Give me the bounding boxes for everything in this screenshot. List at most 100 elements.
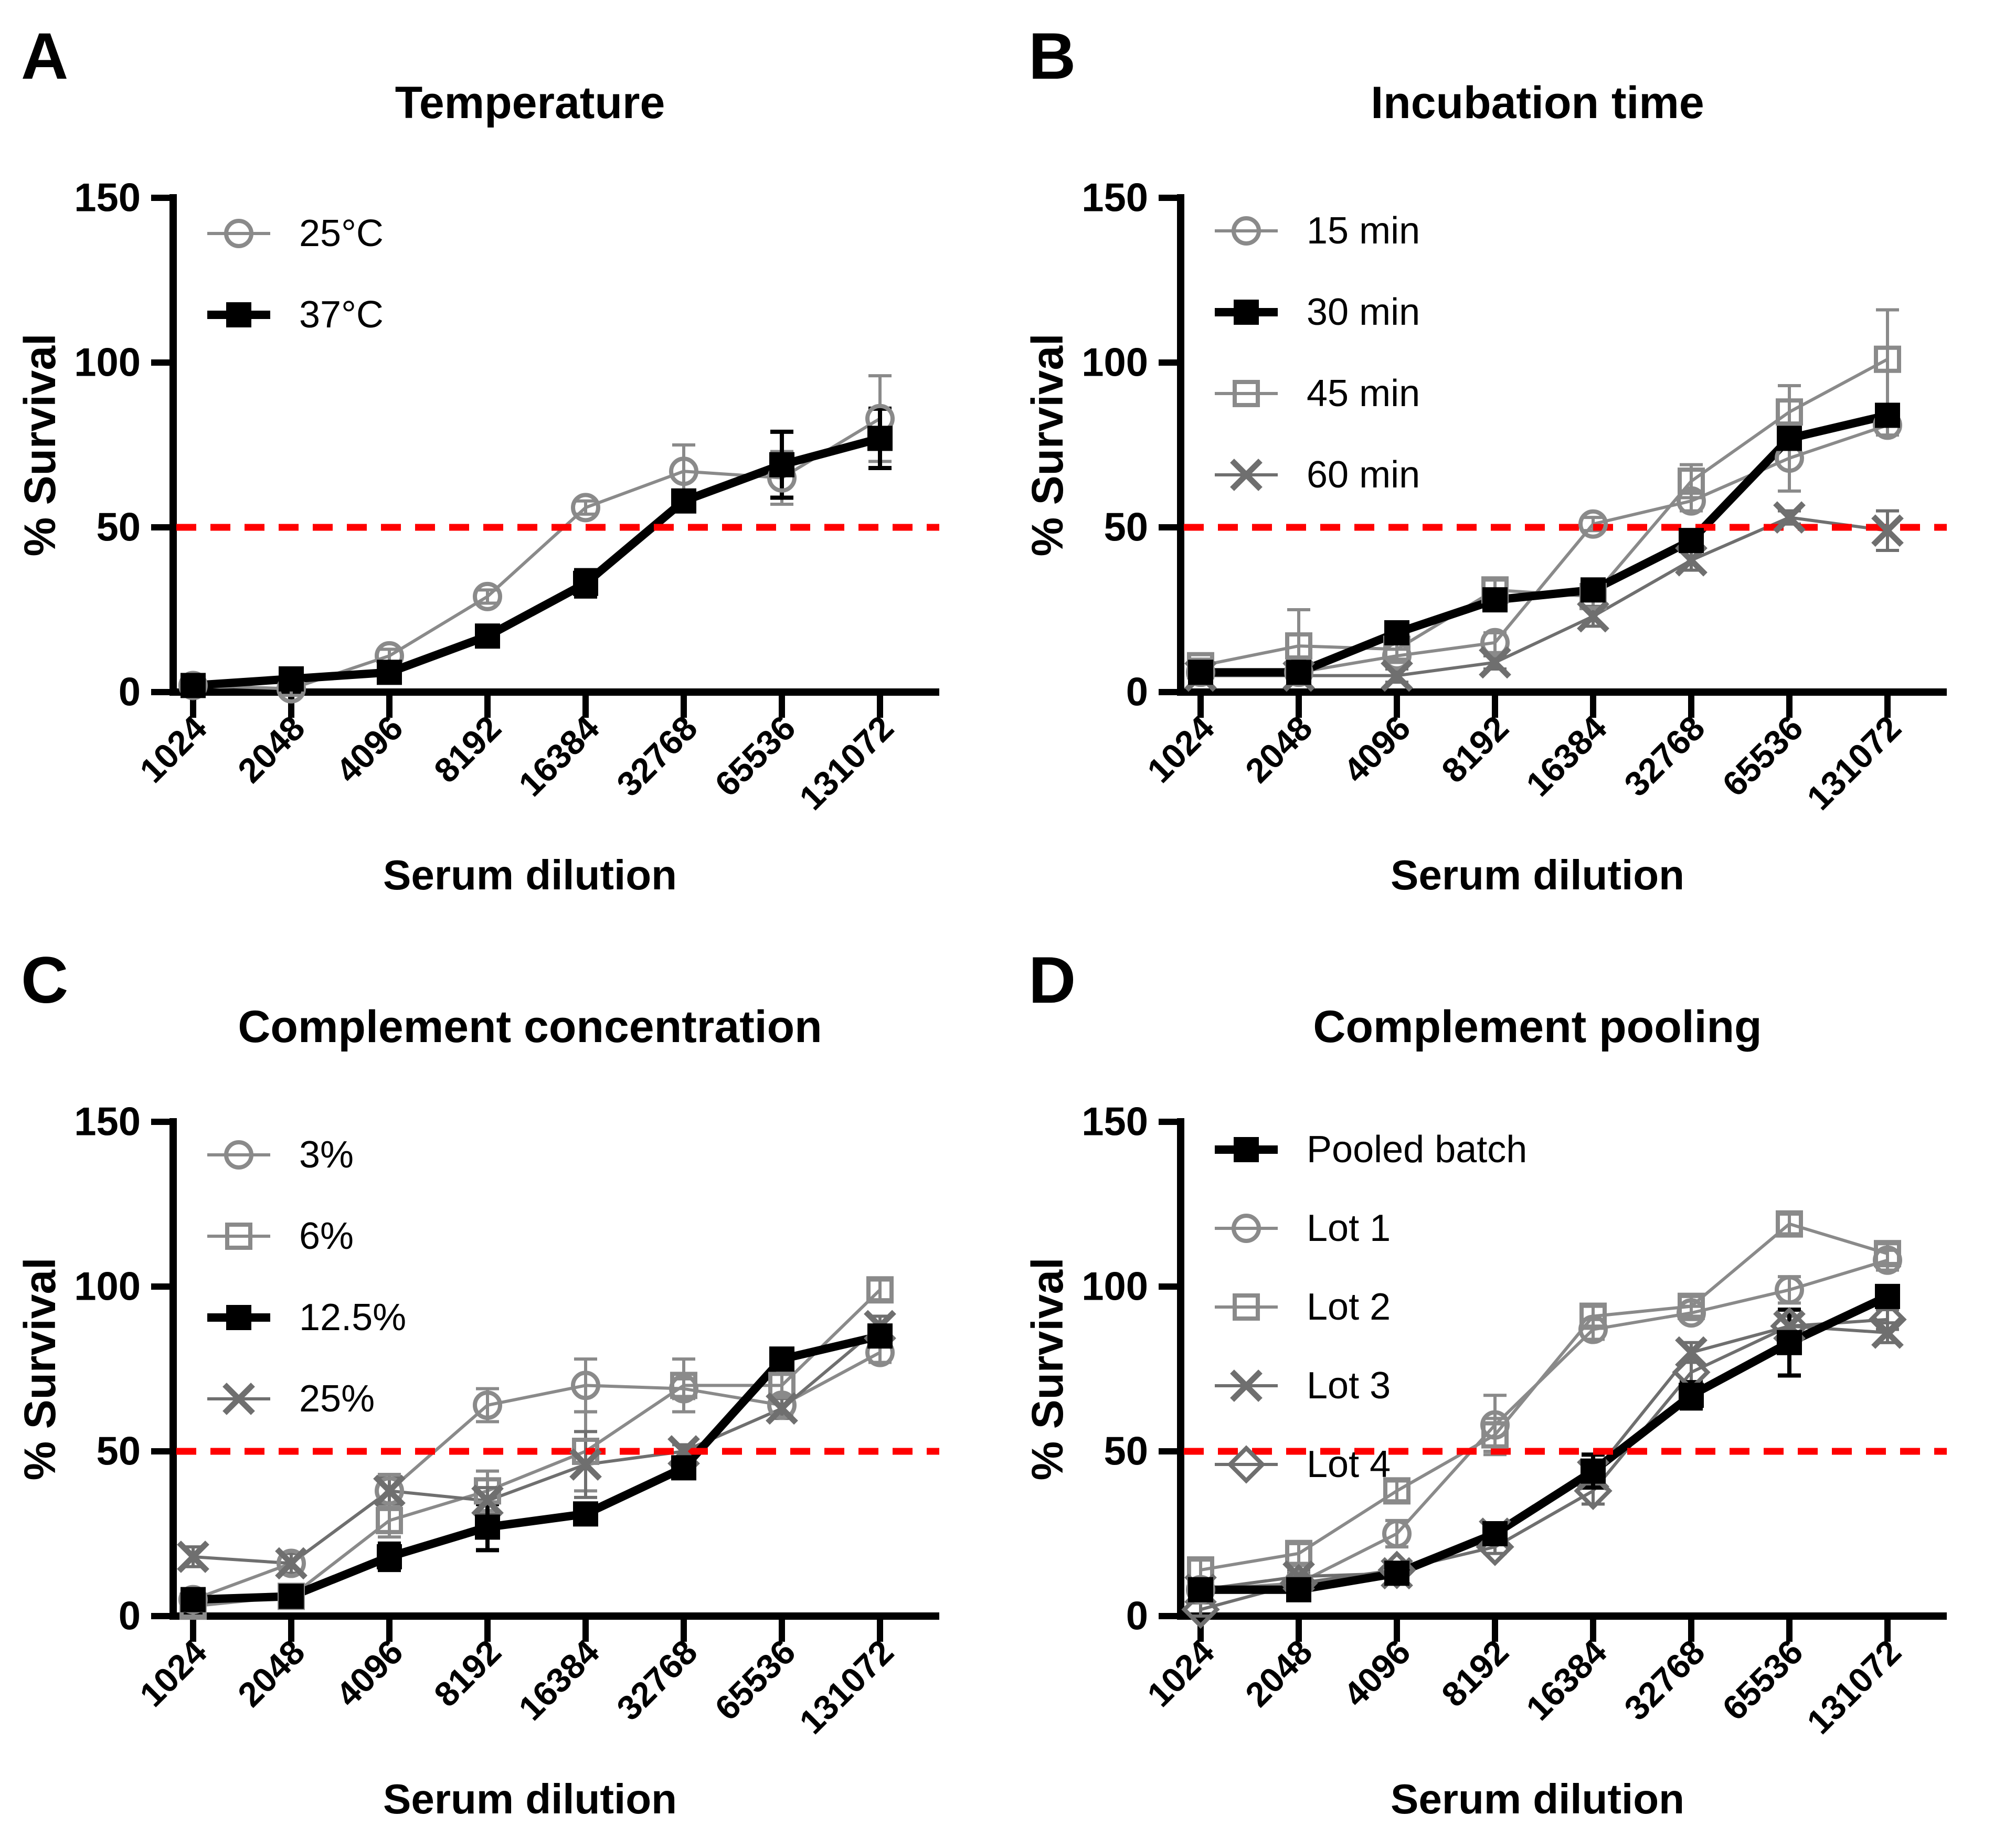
y-tick-label: 150 — [74, 176, 141, 220]
x-tick-label: 16384 — [1519, 1632, 1614, 1727]
series-markers-30-min — [1188, 402, 1900, 685]
legend-label: Lot 3 — [1307, 1365, 1391, 1407]
x-marker — [373, 1474, 406, 1507]
x-tick-label: 131072 — [792, 708, 901, 817]
x-tick-label: 1024 — [132, 1632, 214, 1714]
y-axis-label: % Survival — [15, 334, 65, 557]
filled-square-marker — [1188, 1577, 1213, 1602]
x-tick-label: 8192 — [1434, 1632, 1516, 1714]
filled-square-marker — [867, 426, 893, 451]
axes: 0 50 100 150 1024 2048 4096 8192 16384 32768 65536… — [74, 176, 939, 817]
x-tick-label: 4096 — [1336, 1632, 1418, 1714]
series-markers-45-min — [1187, 345, 1901, 679]
y-tick-label: 100 — [1081, 341, 1148, 385]
filled-square-marker — [1679, 1383, 1704, 1408]
y-tick-label: 50 — [1104, 505, 1148, 550]
open-circle-marker — [571, 1371, 600, 1400]
legend-label: 6% — [299, 1215, 354, 1257]
open-diamond-marker — [1181, 1590, 1220, 1629]
open-circle-marker — [669, 456, 698, 486]
x-tick-label: 8192 — [1434, 708, 1516, 790]
legend-item: 25% — [207, 1378, 375, 1420]
open-square-marker — [1776, 398, 1803, 426]
filled-square-marker — [1286, 660, 1311, 685]
y-tick-label: 0 — [119, 1594, 141, 1639]
open-diamond-marker — [1227, 1445, 1266, 1484]
open-circle-marker — [1232, 216, 1261, 246]
open-square-marker — [1678, 468, 1705, 495]
x-tick-label: 16384 — [511, 708, 607, 803]
legend-item: Pooled batch — [1215, 1129, 1527, 1171]
legend-label: 15 min — [1307, 210, 1420, 252]
filled-square-marker — [1384, 1560, 1409, 1586]
x-marker — [569, 1448, 602, 1481]
panel-d-complement-pooling: D Complement pooling 0 50 100 150 1024 2048 4096… — [1008, 924, 2015, 1848]
x-tick-label: 4096 — [328, 708, 410, 790]
open-circle-marker — [224, 219, 253, 248]
x-tick-label: 32768 — [1617, 1632, 1712, 1728]
x-tick-label: 131072 — [1799, 1632, 1908, 1741]
x-tick-label: 32768 — [1617, 708, 1712, 804]
x-marker — [1675, 1336, 1708, 1369]
panel-title: Temperature — [395, 78, 665, 128]
open-square-marker — [1776, 1210, 1803, 1238]
legend-item: Lot 4 — [1215, 1443, 1391, 1485]
x-tick-label: 4096 — [328, 1632, 410, 1714]
series-lot-2 — [1189, 1212, 1899, 1581]
series-line — [193, 1325, 881, 1565]
open-circle-marker — [1775, 1275, 1804, 1305]
open-square-marker — [670, 1372, 697, 1399]
filled-square-marker — [769, 1346, 794, 1372]
filled-square-marker — [475, 1514, 500, 1540]
series-line — [193, 1289, 882, 1608]
x-tick-label: 8192 — [427, 1632, 508, 1714]
x-axis-label: Serum dilution — [383, 852, 677, 898]
open-square-marker — [1678, 1292, 1705, 1320]
series-markers-15-min — [1186, 410, 1902, 687]
axes: 0 50 100 150 1024 2048 4096 8192 16384 32768 65536… — [1081, 176, 1947, 817]
x-marker — [1381, 659, 1413, 692]
x-marker — [177, 1541, 209, 1573]
open-circle-marker — [1480, 628, 1510, 657]
open-circle-marker — [767, 1390, 797, 1420]
filled-square-marker — [181, 1587, 206, 1612]
legend-label: Lot 4 — [1307, 1443, 1391, 1485]
series-markers-lot-1 — [1186, 1245, 1902, 1605]
panel-title: Complement concentration — [238, 1002, 822, 1052]
series-markers-lot-2 — [1187, 1210, 1901, 1584]
chart-svg: D Complement pooling 0 50 100 150 1024 2048 4096… — [1023, 944, 1947, 1822]
legend-label: 30 min — [1307, 291, 1420, 333]
filled-square-marker — [1777, 426, 1802, 451]
open-square-marker — [1579, 1302, 1607, 1330]
open-square-marker — [866, 1276, 894, 1304]
legend-item: Lot 3 — [1215, 1365, 1391, 1407]
open-square-marker — [1285, 632, 1312, 660]
legend-item: 25°C — [207, 213, 384, 254]
y-axis-label: % Survival — [1023, 334, 1072, 557]
x-marker — [1230, 459, 1263, 491]
filled-square-marker — [279, 666, 304, 692]
y-tick-label: 50 — [96, 1429, 141, 1474]
filled-square-marker — [1875, 1283, 1900, 1309]
series-markers-12-5- — [181, 1323, 893, 1612]
panel-a-temperature: A Temperature 0 50 100 150 1024 2048 4096 8192 163… — [0, 0, 1008, 924]
series-line — [1201, 1292, 1890, 1594]
x-tick-label: 1024 — [132, 708, 214, 790]
legend-item: 45 min — [1215, 373, 1420, 415]
legend-item: 6% — [207, 1215, 354, 1257]
y-axis-label: % Survival — [15, 1258, 65, 1481]
filled-square-marker — [1384, 620, 1409, 645]
filled-square-marker — [671, 488, 696, 514]
series-markers-pooled-batch — [1188, 1283, 1900, 1602]
filled-square-marker — [1482, 587, 1508, 613]
legend-item: 60 min — [1215, 454, 1420, 496]
x-axis-label: Serum dilution — [1391, 1776, 1684, 1822]
legend-item: Lot 1 — [1215, 1207, 1391, 1249]
x-marker — [1871, 1316, 1904, 1349]
series-markers-37-c — [181, 426, 893, 698]
open-diamond-marker — [1574, 1471, 1613, 1511]
filled-square-marker — [1679, 528, 1704, 554]
y-axis-label: % Survival — [1023, 1258, 1072, 1481]
x-tick-label: 131072 — [1799, 708, 1908, 817]
series-line — [1201, 411, 1889, 677]
